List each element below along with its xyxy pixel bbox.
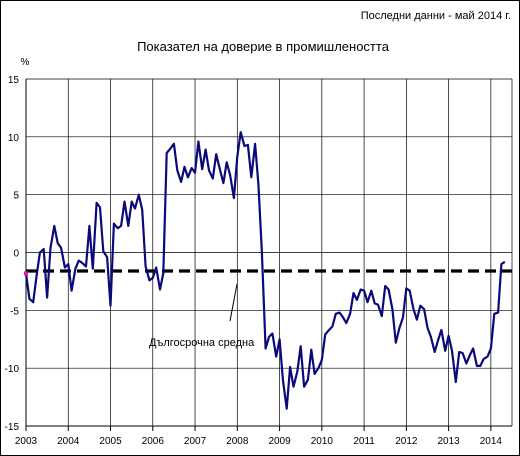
y-tick-label: -10 [5, 364, 20, 375]
annotation-pointer [229, 283, 238, 322]
x-tick-label: 2005 [99, 436, 122, 447]
axes [25, 79, 513, 431]
y-tick-label: 10 [8, 133, 20, 144]
x-tick-label: 2006 [142, 436, 165, 447]
x-tick-label: 2010 [311, 436, 334, 447]
x-tick-label: 2009 [268, 436, 291, 447]
y-tick-label: 5 [13, 191, 19, 202]
x-tick-label: 2007 [184, 436, 207, 447]
series-start-marker [24, 271, 28, 276]
series-group [24, 131, 506, 410]
x-tick-label: 2003 [15, 436, 38, 447]
last-data-note: Последни данни - май 2014 г. [361, 10, 511, 22]
y-tick-labels: 15 10 5 0 -5 -10 -15 [5, 75, 20, 433]
y-tick-label: 0 [13, 249, 19, 260]
y-tick-label: 15 [8, 75, 20, 86]
y-axis-unit-label: % [21, 57, 30, 68]
x-tick-label: 2013 [437, 436, 460, 447]
long-term-average-label: Дългосрочна средна [149, 337, 255, 349]
x-tick-labels: 2003 2004 2005 2006 2007 2008 2009 2010 2011 2012… [15, 436, 503, 447]
y-tick-label: -15 [5, 422, 20, 433]
gridlines [25, 78, 512, 427]
y-tick-label: -5 [10, 306, 19, 317]
chart-title: Показател на доверие в промишлеността [137, 39, 390, 54]
confidence-series-line [24, 131, 506, 410]
x-tick-label: 2011 [353, 436, 375, 447]
x-tick-label: 2004 [57, 436, 80, 447]
x-tick-label: 2014 [480, 436, 503, 447]
x-tick-label: 2008 [226, 436, 249, 447]
x-tick-label: 2012 [395, 436, 418, 447]
